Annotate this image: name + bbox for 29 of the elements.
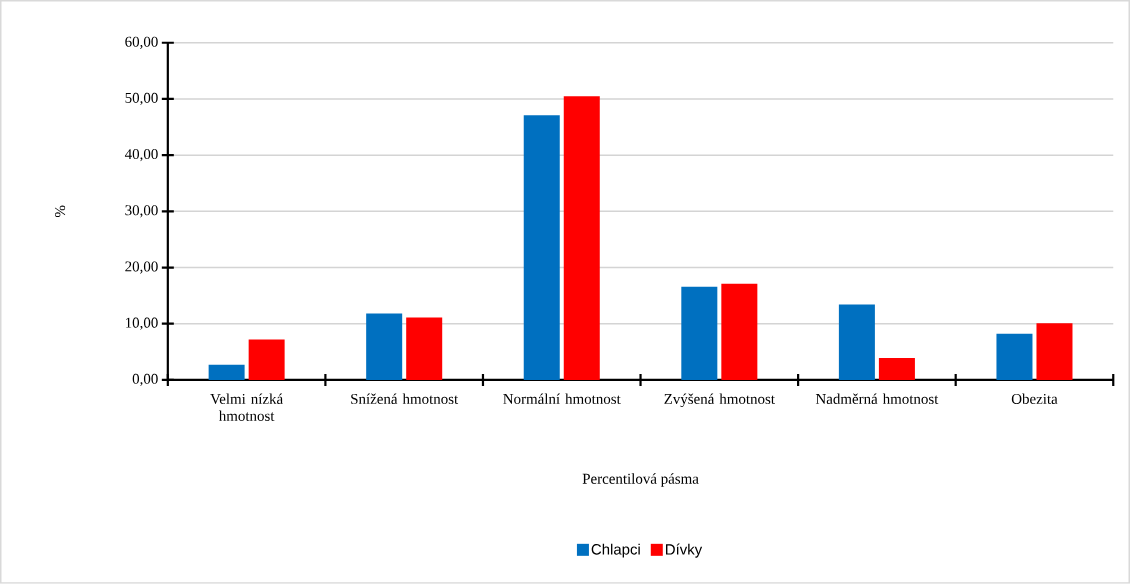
x-tick-label: Velmi nízká hmotnost — [210, 393, 283, 422]
bar — [1036, 323, 1073, 381]
bar — [878, 358, 915, 381]
bar — [563, 96, 600, 381]
y-tick-label: 40,00 — [124, 149, 158, 162]
bar — [721, 283, 758, 381]
x-axis-title: Percentilová pásma — [582, 473, 699, 487]
legend-label: Chlapci — [591, 543, 640, 558]
x-tick-label: Zvýšená hmotnost — [664, 393, 775, 408]
bar — [681, 286, 718, 381]
bar — [523, 115, 560, 381]
bar — [366, 313, 403, 381]
bar — [248, 339, 285, 381]
y-tick-label: 0,00 — [132, 373, 158, 387]
y-tick-label: 20,00 — [125, 261, 158, 274]
bar — [838, 304, 875, 381]
legend-label: Dívky — [666, 543, 703, 558]
x-tick-label: Obezita — [1011, 393, 1058, 405]
bar — [996, 333, 1033, 381]
x-tick-label: Snížená hmotnost — [351, 393, 459, 405]
y-tick-label: 60,00 — [125, 36, 158, 49]
y-axis-title: % — [54, 205, 66, 218]
x-tick-label: Normální hmotnost — [503, 393, 621, 405]
x-tick-label: Nadměrná hmotnost — [815, 393, 939, 405]
bar — [208, 364, 245, 381]
y-tick-label: 10,00 — [125, 317, 158, 330]
y-tick-label: 50,00 — [125, 92, 158, 106]
bar — [406, 317, 443, 381]
y-tick-label: 30,00 — [125, 205, 158, 218]
